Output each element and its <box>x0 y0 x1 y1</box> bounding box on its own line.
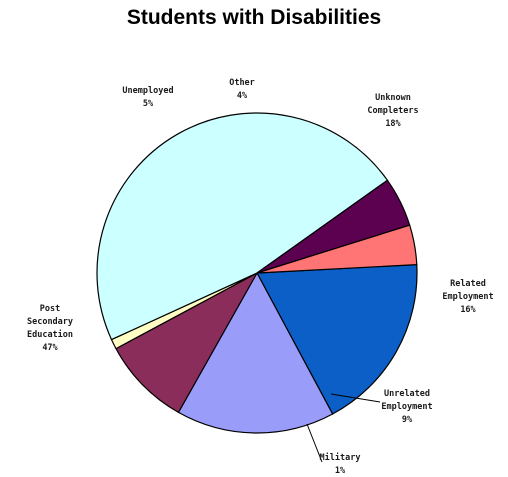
leader-line <box>306 423 323 463</box>
slice-label: Unemployed 5% <box>122 86 173 109</box>
slice-label: Unrelated Employment 9% <box>381 389 432 425</box>
slice-label: Related Employment 16% <box>442 279 493 315</box>
pie-slice-unrelated-employment <box>115 271 259 414</box>
slice-label: Military 1% <box>320 452 361 476</box>
slice-label: Other 4% <box>229 78 255 101</box>
slice-label: Unknown Completers 18% <box>367 93 418 129</box>
slice-label: Post Secondary Education 47% <box>27 304 73 353</box>
pie-slice-unknown-completers <box>256 263 418 415</box>
pie-slice-other <box>256 224 418 274</box>
chart-title: Students with Disabilities <box>126 6 382 29</box>
leader-line <box>330 393 381 403</box>
pie-slice-related-employment <box>177 271 334 434</box>
pie-slice-post-secondary-education <box>96 112 389 341</box>
